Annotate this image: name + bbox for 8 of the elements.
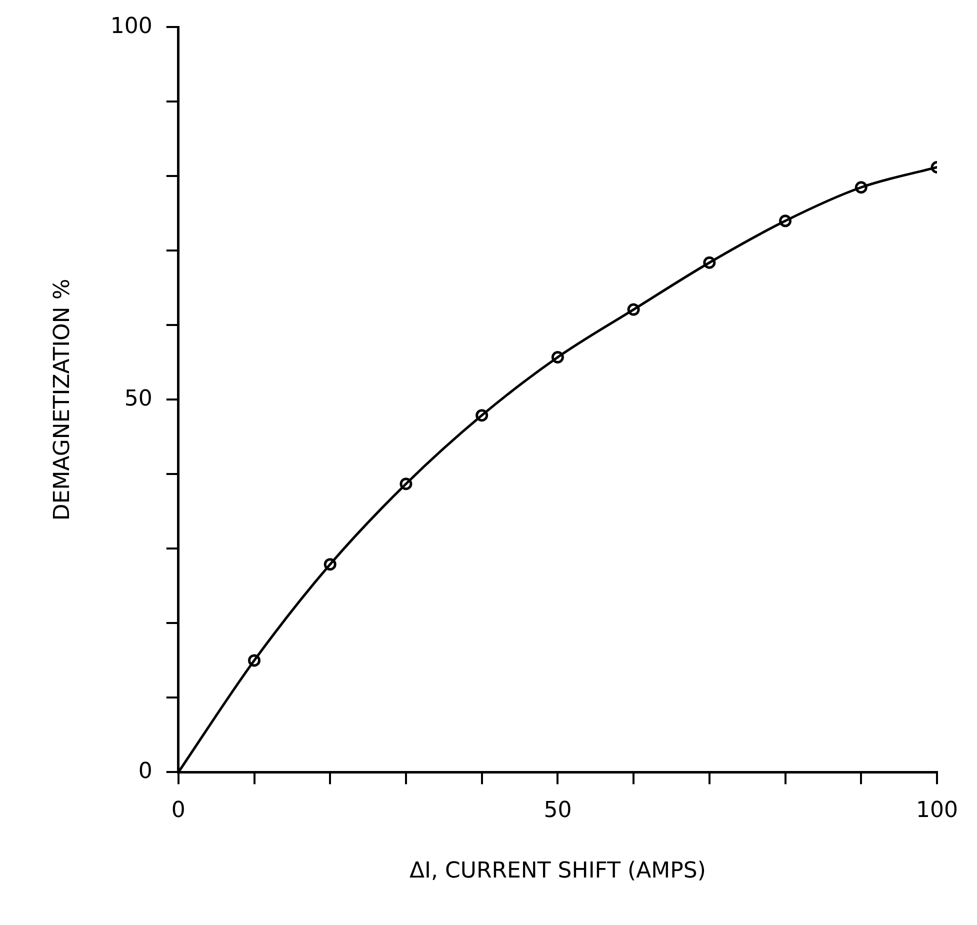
y-tick-label: 100 <box>110 14 152 39</box>
y-tick-label: 0 <box>138 758 152 784</box>
y-axis-title: DEMAGNETIZATION % <box>50 278 75 521</box>
x-tick-label: 0 <box>171 798 186 824</box>
y-tick-label: 50 <box>124 386 152 412</box>
x-tick-label: 100 <box>916 798 958 824</box>
x-tick-label: 50 <box>544 798 572 824</box>
x-axis-title: ΔI, CURRENT SHIFT (AMPS) <box>409 858 706 884</box>
